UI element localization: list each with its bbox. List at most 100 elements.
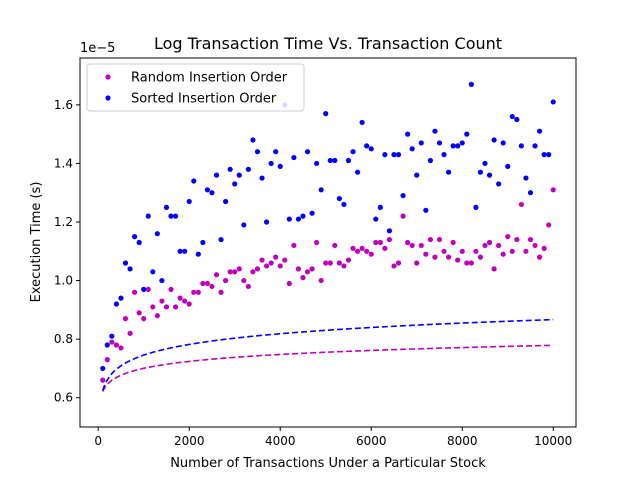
data-point [163,204,170,210]
data-point [168,213,174,219]
data-point [445,254,452,260]
plot-frame [79,57,577,428]
data-point [118,295,124,301]
data-point [436,236,443,243]
data-point [409,146,415,152]
data-point [514,236,520,243]
data-point [218,236,224,243]
data-point [377,204,383,210]
data-point [295,266,302,272]
data-point [455,257,461,263]
data-point [509,248,515,254]
data-point [245,283,251,290]
data-point [336,260,342,266]
data-point [496,181,502,187]
data-point [409,242,415,249]
data-point [104,342,110,348]
data-point [550,187,556,193]
data-point [172,213,179,219]
data-point [304,149,311,155]
data-point [377,239,383,246]
data-point [127,266,133,272]
data-point [445,169,452,175]
x-tick-label: 4000 [265,434,296,448]
y-offset-label: 1e−5 [80,41,115,56]
data-point [223,198,229,205]
data-point [332,242,338,249]
y-tick-label: 1.0 [54,274,73,288]
data-point [400,213,406,219]
x-tick-label: 6000 [356,434,387,448]
data-point [145,213,151,219]
legend-marker [105,74,111,80]
data-point [532,242,538,249]
data-point [145,286,151,292]
data-point [254,266,261,272]
data-point [345,257,352,263]
data-point [314,239,320,246]
data-point [150,304,156,310]
data-point [386,236,393,243]
x-tick-label: 10000 [534,434,572,448]
data-point [345,157,352,164]
data-point [263,219,270,225]
data-point [359,119,365,126]
data-point [482,242,488,249]
data-point [122,260,129,266]
data-point [318,187,324,193]
data-point [550,99,556,105]
data-point [154,231,160,237]
data-point [286,216,292,222]
data-point [100,377,106,383]
data-point [464,260,470,266]
data-point [309,210,315,216]
data-point [122,316,129,322]
data-point [268,160,274,167]
data-point [400,193,406,199]
data-point [336,195,342,202]
data-point [209,190,215,196]
data-point [141,286,147,292]
data-point [450,143,456,149]
data-point [168,286,174,292]
data-point [314,160,320,167]
data-point [195,289,201,295]
data-point [432,254,438,260]
data-point [191,289,197,295]
data-point [327,260,333,266]
data-point [491,137,497,143]
data-point [436,140,443,146]
data-point [204,280,211,287]
data-point [518,143,524,149]
data-point [327,157,333,164]
data-point [509,113,515,120]
data-point [427,236,433,243]
data-point [359,245,365,251]
y-tick-label: 0.6 [54,391,73,405]
data-point [232,181,238,187]
trend-lines [101,318,554,392]
data-point [236,172,242,178]
data-point [182,248,188,254]
data-point [209,283,215,290]
data-point [382,152,388,158]
data-point [250,269,256,275]
data-point [250,137,256,143]
data-point [459,248,465,254]
data-point [263,263,270,269]
data-point [514,116,520,123]
data-point [537,254,543,260]
data-point [482,160,488,167]
data-point [496,242,502,249]
data-point [186,301,192,307]
data-point [391,263,397,269]
data-point [423,207,429,213]
data-point [518,201,524,208]
data-point [132,234,138,240]
data-point [332,157,338,164]
data-point [159,277,165,284]
data-point [368,146,374,152]
y-tick-label: 1.6 [54,98,73,112]
data-point [391,152,397,158]
trend-line-sorted [101,318,554,391]
